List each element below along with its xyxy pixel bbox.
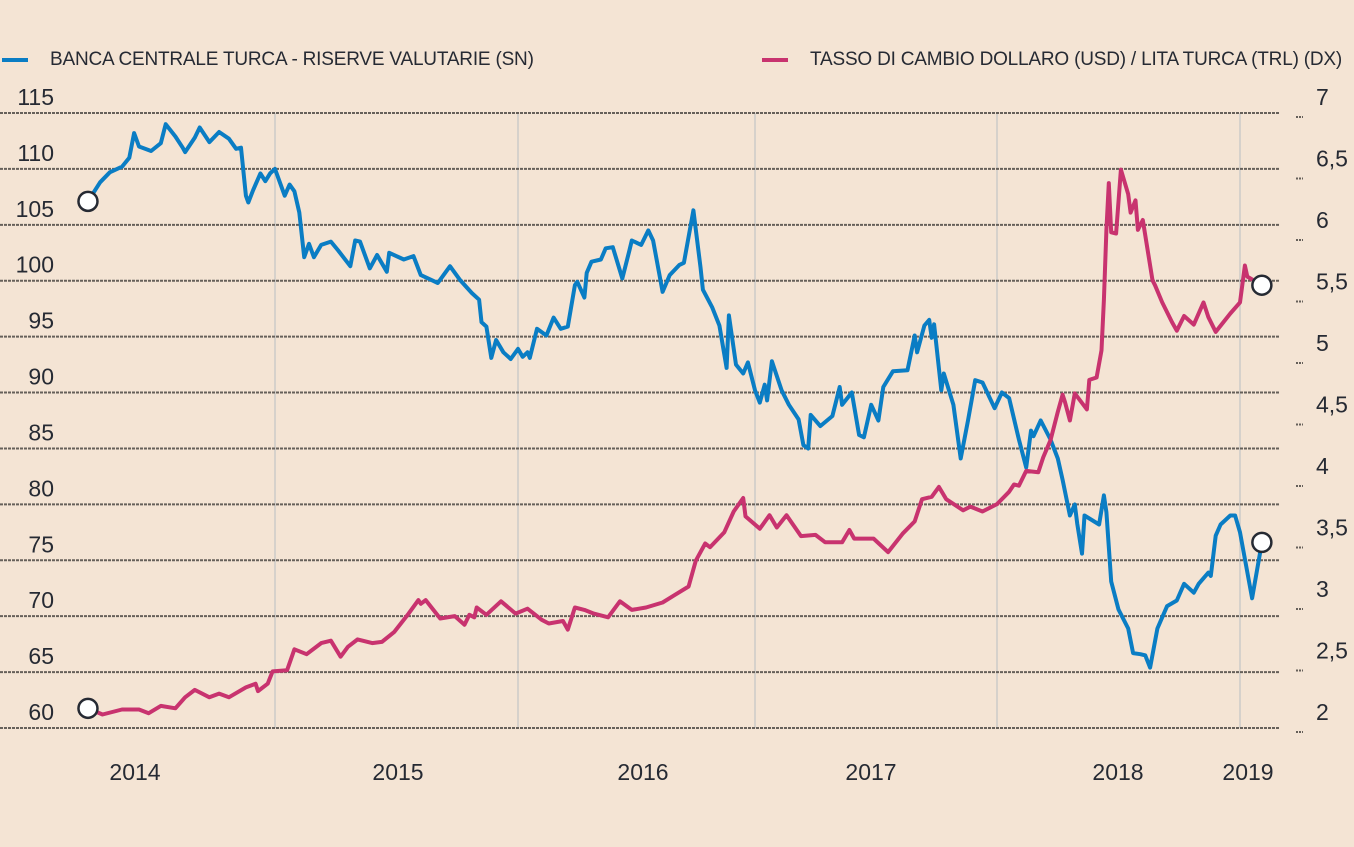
gridlines [0,112,1280,729]
y-left-tick-label: 85 [28,419,54,445]
legend-label-reserves: BANCA CENTRALE TURCA - RISERVE VALUTARIE… [50,49,534,70]
end-markers [77,190,1273,720]
end-marker-end [1251,531,1273,554]
legend-label-fx: TASSO DI CAMBIO DOLLARO (USD) / LITA TUR… [810,49,1343,70]
y-left-tick-label: 70 [28,587,54,613]
legend-item-reserves: BANCA CENTRALE TURCA - RISERVE VALUTARIE… [2,46,534,74]
y-right-tick-label: 7 [1316,84,1329,110]
y-right-tick-label: 3 [1316,576,1329,602]
y-left-tick-label: 80 [28,475,54,501]
y-left-tick-label: 90 [28,364,54,390]
end-marker-start [77,697,99,720]
end-marker-start [77,190,99,213]
y-right-tick-label: 6 [1316,207,1329,233]
y-left-tick-label: 65 [28,643,54,669]
y-right-tick-label: 4,5 [1316,392,1348,418]
end-marker-end [1251,274,1273,296]
legend-swatch-reserves [2,58,28,62]
y-left-tick-label: 105 [16,196,54,222]
y-right-tick-label: 3,5 [1316,515,1348,541]
y-left-tick-label: 75 [28,531,54,557]
x-tick-label: 2016 [617,759,668,785]
y-right-tick-label: 4 [1316,453,1329,479]
x-tick-label: 2019 [1222,759,1273,785]
y-left-tick-label: 115 [17,84,54,110]
x-tick-label: 2014 [109,759,160,785]
y-left-tick-label: 110 [17,140,54,166]
y-axis-right-ticks: 2 2,5 3 3,5 4 4,5 5 5,5 6 6,5 7 [1296,84,1348,733]
y-axis-left-ticks: 60 65 70 75 80 85 90 95 100 105 110 115 [16,84,54,725]
legend-swatch-fx [762,58,788,62]
series-lines [86,122,1264,717]
y-right-tick-label: 5,5 [1316,269,1348,295]
x-tick-label: 2015 [372,759,423,785]
y-left-tick-label: 60 [28,699,54,725]
y-left-tick-label: 100 [16,252,54,278]
x-tick-label: 2017 [845,759,896,785]
y-right-tick-label: 5 [1316,330,1329,356]
legend-item-fx: TASSO DI CAMBIO DOLLARO (USD) / LITA TUR… [762,46,1342,74]
y-left-tick-label: 95 [28,308,54,334]
year-separator-lines [274,113,1241,728]
x-axis-ticks: 2014 2015 2016 2017 2018 2019 [109,759,1273,785]
x-tick-label: 2018 [1092,759,1143,785]
series-line-fx [86,167,1264,717]
y-right-tick-label: 2 [1316,699,1329,725]
y-right-tick-label: 6,5 [1316,146,1348,172]
y-right-tick-label: 2,5 [1316,638,1348,664]
series-line-reserves [86,122,1264,670]
